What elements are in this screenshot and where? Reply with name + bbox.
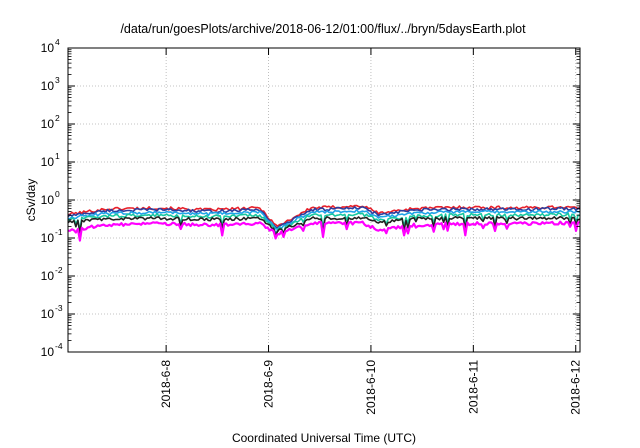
series-line [67, 208, 581, 230]
y-tick-exponent: 3 [55, 75, 60, 85]
x-tick-label: 2018-6-10 [364, 360, 378, 415]
series-line [67, 206, 581, 229]
y-tick-label: 10 [41, 79, 55, 93]
series-layer [67, 204, 581, 242]
x-tick-label: 2018-6-8 [159, 360, 173, 408]
x-axis: 2018-6-8 2018-6-9 2018-6-10 2018-6-11 2018-6… [159, 48, 583, 415]
y-tick-exponent: -3 [55, 303, 63, 313]
y-tick-label: 10 [41, 345, 55, 359]
chart-title: /data/run/goesPlots/archive/2018-06-12/0… [120, 22, 526, 36]
x-tick-label: 2018-6-9 [262, 360, 276, 408]
y-tick-label: 10 [41, 307, 55, 321]
y-tick-label: 10 [41, 117, 55, 131]
x-tick-label: 2018-6-12 [569, 360, 583, 415]
y-tick-label: 10 [41, 231, 55, 245]
y-axis-label: cSv/day [24, 179, 38, 222]
y-tick-exponent: 1 [55, 151, 60, 161]
y-tick-exponent: -2 [55, 265, 63, 275]
y-tick-label: 10 [41, 193, 55, 207]
y-tick-label: 10 [41, 269, 55, 283]
y-tick-label: 10 [41, 41, 55, 55]
y-tick-exponent: 0 [55, 189, 60, 199]
x-axis-label: Coordinated Universal Time (UTC) [232, 431, 416, 445]
y-tick-exponent: -1 [55, 227, 63, 237]
grid [68, 48, 580, 352]
series-line [67, 220, 581, 242]
y-tick-exponent: -4 [55, 341, 63, 351]
x-tick-label: 2018-6-11 [466, 360, 480, 414]
y-tick-label: 10 [41, 155, 55, 169]
y-tick-exponent: 4 [55, 37, 60, 47]
y-tick-exponent: 2 [55, 113, 60, 123]
